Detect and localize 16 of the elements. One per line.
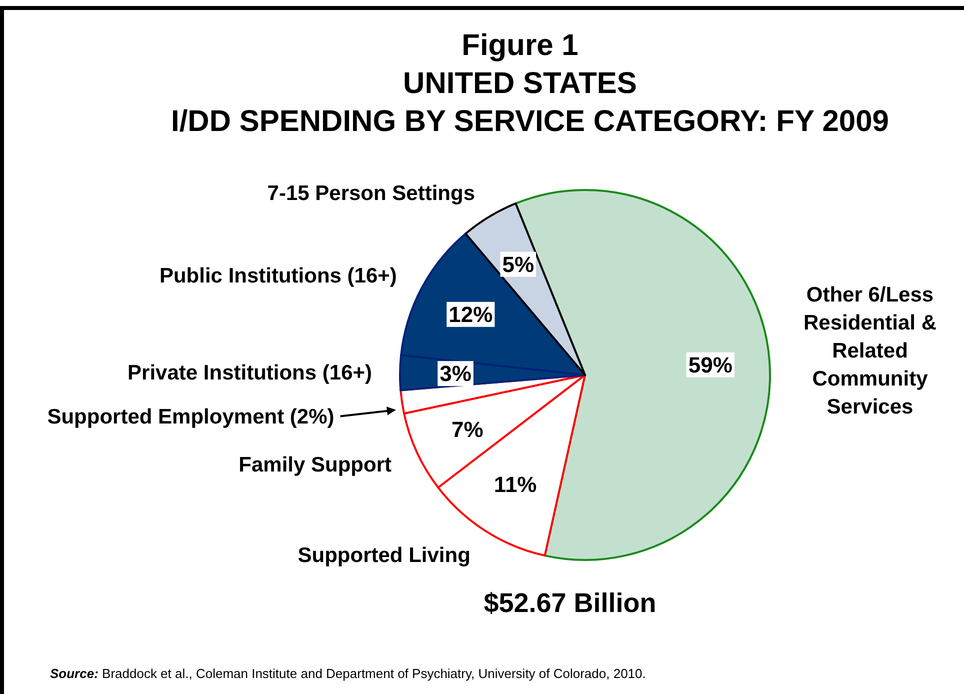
data-label: 5% (502, 252, 534, 277)
data-label: 11% (494, 472, 537, 497)
slice-label: 7-15 Person Settings (267, 182, 476, 205)
data-label: 59% (688, 352, 732, 378)
slice-label: Supported Employment (2%) (47, 406, 334, 429)
slice-label: Public Institutions (16+) (159, 264, 397, 288)
slice-label: Other 6/Less Residential & Related Community Services (803, 283, 937, 418)
slice-label: Private Institutions (16+) (128, 362, 372, 385)
data-label: 12% (448, 302, 493, 327)
data-label: 7% (451, 416, 484, 442)
data-label: 3% (440, 361, 472, 386)
slice-label: Supported Living (298, 544, 470, 567)
slice-label: Family Support (238, 453, 392, 476)
chart-title: Figure 1 UNITED STATES I/DD SPENDING BY SERVICE CATEGORY: FY 2009 (171, 29, 889, 138)
source-note: Source: Braddock et al., Coleman Institute and Department of Psychiatry, University of Colorado, 2010. (50, 666, 646, 681)
text: $52.67 Billion (484, 588, 656, 618)
